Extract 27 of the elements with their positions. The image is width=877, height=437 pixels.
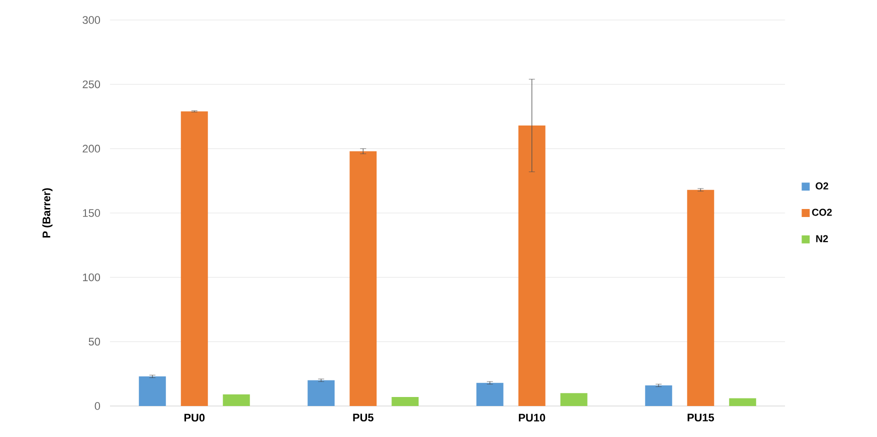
legend-label: CO2 <box>812 208 832 216</box>
y-tick-label: 0 <box>94 402 100 410</box>
y-tick-label: 50 <box>88 338 100 346</box>
bar <box>222 394 250 406</box>
bar <box>138 376 166 406</box>
bar <box>560 393 588 406</box>
bar <box>645 385 672 406</box>
bar <box>518 126 546 406</box>
bar <box>180 111 208 406</box>
y-tick-label: 100 <box>83 273 100 282</box>
y-tick-label: 250 <box>82 80 100 88</box>
bar <box>308 380 335 406</box>
legend-label: O2 <box>816 182 828 190</box>
y-tick-label: 200 <box>82 144 100 153</box>
x-tick-label: PU10 <box>518 414 546 422</box>
bar <box>350 151 377 406</box>
bar <box>476 382 504 406</box>
x-tick-label: PU0 <box>184 414 205 422</box>
y-tick-label: 300 <box>82 16 100 24</box>
legend-label: N2 <box>816 235 828 242</box>
y-tick-label: 150 <box>83 209 100 217</box>
bar <box>729 398 756 406</box>
bar <box>392 396 419 406</box>
x-tick-label: PU5 <box>353 414 374 422</box>
bar <box>687 190 714 406</box>
x-tick-label: PU15 <box>688 414 714 422</box>
y-axis-title: P (Barrer) <box>42 188 52 238</box>
